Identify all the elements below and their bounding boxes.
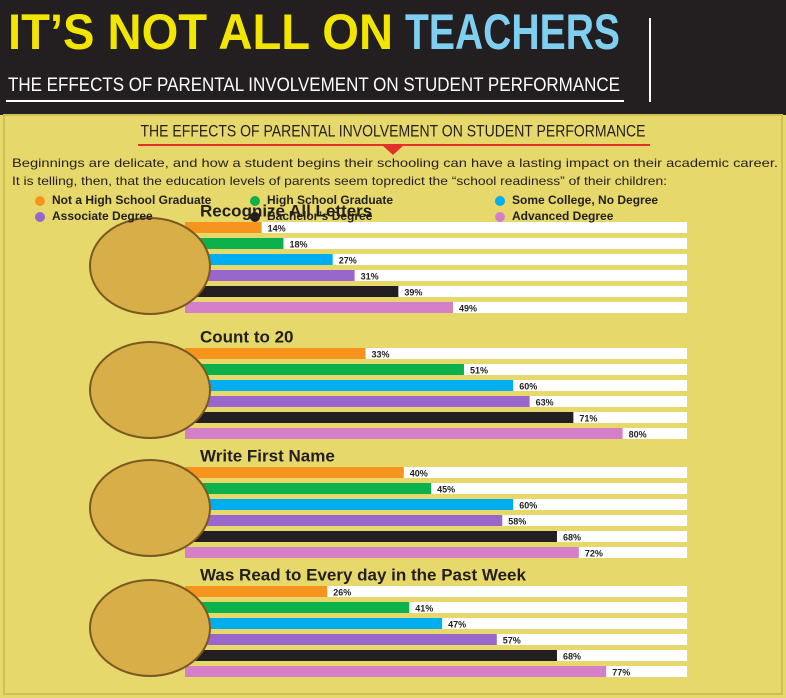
value-label: 68%	[563, 532, 581, 542]
bar	[185, 483, 431, 494]
bar	[185, 650, 557, 661]
value-label: 39%	[404, 287, 422, 297]
bar	[185, 634, 497, 645]
infographic: IT’S NOT ALL ON TEACHERS THE EFFECTS OF …	[0, 0, 786, 698]
icon	[90, 218, 210, 314]
intro-line: It is telling, then, that the education …	[12, 174, 667, 188]
bar	[185, 286, 398, 297]
value-label: 33%	[372, 349, 390, 359]
bar	[185, 531, 557, 542]
legend-label: Associate Degree	[52, 209, 153, 223]
group-title: Write First Name	[200, 446, 335, 465]
legend-swatch	[35, 212, 45, 222]
legend-swatch	[495, 196, 505, 206]
bar	[185, 412, 573, 423]
intro-line: Beginnings are delicate, and how a stude…	[12, 156, 778, 170]
value-label: 60%	[519, 500, 537, 510]
legend-swatch	[495, 212, 505, 222]
value-label: 60%	[519, 381, 537, 391]
section-title: THE EFFECTS OF PARENTAL INVOLVEMENT ON S…	[141, 121, 646, 140]
value-label: 45%	[437, 484, 455, 494]
icon	[90, 460, 210, 556]
value-label: 80%	[629, 429, 647, 439]
legend-label: Some College, No Degree	[512, 193, 658, 207]
bar	[185, 515, 502, 526]
icon	[90, 580, 210, 676]
bar	[185, 428, 623, 439]
bar	[185, 380, 513, 391]
title-emphasis: TEACHERS	[405, 4, 620, 60]
bar	[185, 364, 464, 375]
bar	[185, 396, 530, 407]
value-label: 71%	[579, 413, 597, 423]
value-label: 41%	[415, 603, 433, 613]
legend-label: Not a High School Graduate	[52, 193, 212, 207]
bar	[185, 499, 513, 510]
value-label: 58%	[508, 516, 526, 526]
bar	[185, 618, 442, 629]
value-label: 63%	[536, 397, 554, 407]
value-label: 26%	[333, 587, 351, 597]
value-label: 49%	[459, 303, 477, 313]
bar	[185, 302, 453, 313]
group-title: Recognize All Letters	[200, 201, 372, 220]
icon	[90, 342, 210, 438]
legend-label: Advanced Degree	[512, 209, 614, 223]
value-label: 14%	[268, 223, 286, 233]
value-label: 72%	[585, 548, 603, 558]
subtitle: THE EFFECTS OF PARENTAL INVOLVEMENT ON S…	[8, 75, 620, 96]
legend-swatch	[35, 196, 45, 206]
page: {"header": {"title_lead": "IT’S NOT ALL …	[0, 0, 786, 698]
bar	[185, 666, 606, 677]
value-label: 57%	[503, 635, 521, 645]
bar	[185, 586, 327, 597]
value-label: 51%	[470, 365, 488, 375]
value-label: 68%	[563, 651, 581, 661]
title-lead: IT’S NOT ALL ON	[8, 4, 393, 60]
group-title: Count to 20	[200, 327, 294, 346]
value-label: 47%	[448, 619, 466, 629]
bar	[185, 547, 579, 558]
value-label: 77%	[612, 667, 630, 677]
value-label: 27%	[339, 255, 357, 265]
bar	[185, 467, 404, 478]
value-label: 40%	[410, 468, 428, 478]
value-label: 18%	[289, 239, 307, 249]
bar	[185, 602, 409, 613]
bar	[185, 348, 366, 359]
bar	[185, 222, 262, 233]
group-title: Was Read to Every day in the Past Week	[200, 565, 527, 584]
value-label: 31%	[361, 271, 379, 281]
